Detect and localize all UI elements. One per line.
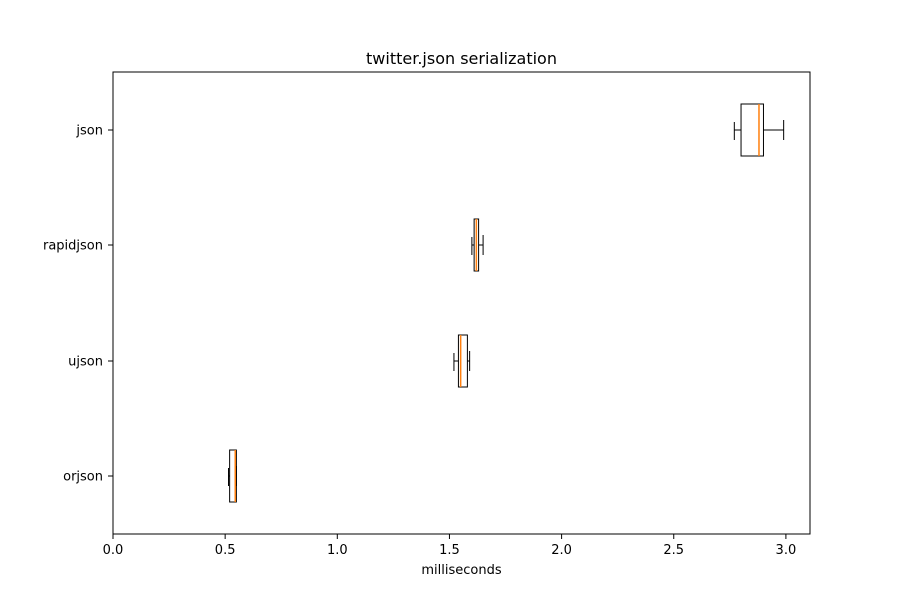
x-axis-label: milliseconds: [421, 563, 501, 578]
x-tick-label: 0.0: [103, 543, 124, 558]
y-tick-label: orjson: [63, 470, 103, 485]
boxplot-series: [228, 103, 785, 503]
chart-title: twitter.json serialization: [366, 49, 557, 68]
x-tick-label: 3.0: [776, 543, 797, 558]
y-tick-label: ujson: [68, 355, 103, 370]
x-tick-label: 0.5: [215, 543, 236, 558]
box-rapidjson: [471, 218, 484, 272]
x-tick-label: 2.0: [551, 543, 572, 558]
box-body: [740, 103, 764, 157]
y-tick-label: rapidjson: [43, 239, 103, 254]
box-body: [457, 334, 468, 388]
x-tick-label: 1.5: [439, 543, 460, 558]
x-tick-label: 1.0: [327, 543, 348, 558]
box-body: [229, 449, 237, 503]
x-axis-ticks: 0.0 0.5 1.0 1.5 2.0 2.5 3.0: [103, 534, 797, 558]
box-orjson: [228, 449, 237, 503]
box-json: [733, 103, 785, 157]
y-tick-label: json: [75, 124, 103, 139]
x-tick-label: 2.5: [663, 543, 684, 558]
plot-area-frame: [112, 71, 811, 535]
y-axis-ticks: json rapidjson ujson orjson: [43, 124, 113, 485]
box-ujson: [453, 334, 471, 388]
